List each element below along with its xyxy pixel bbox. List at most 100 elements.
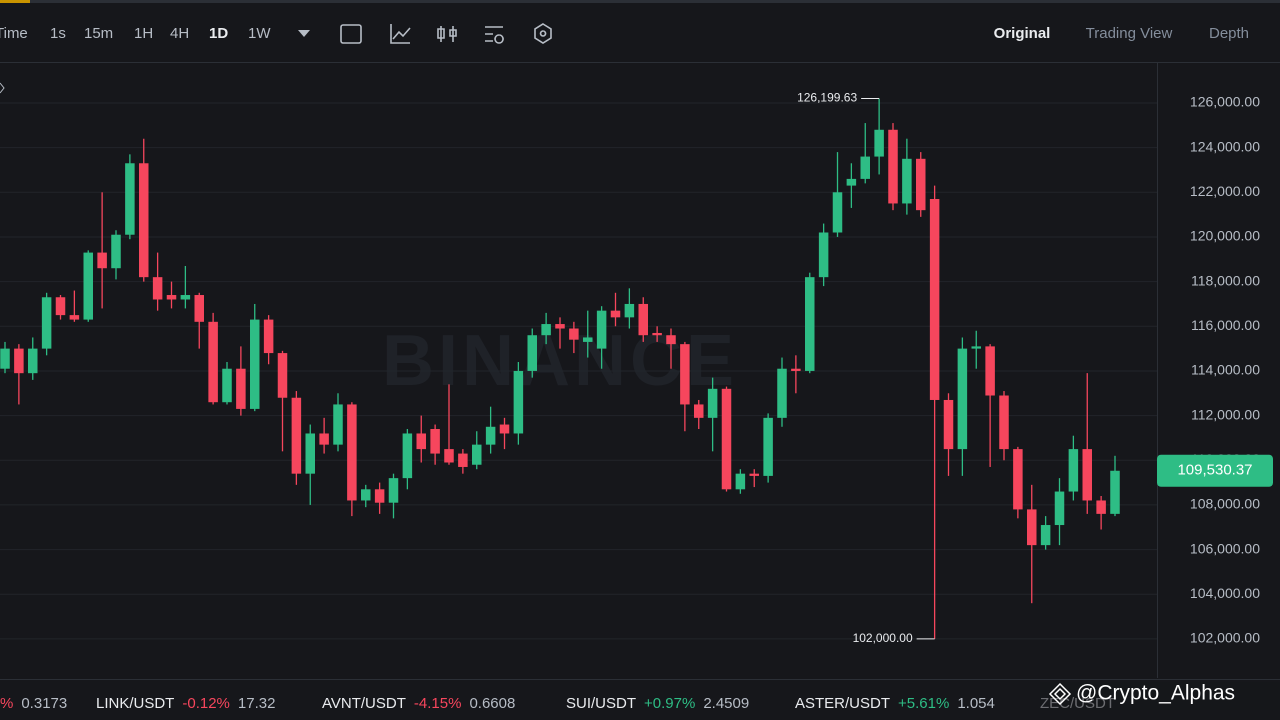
candle-body xyxy=(263,319,274,354)
top-border xyxy=(0,0,1280,3)
credit-backdrop xyxy=(1040,682,1280,710)
candle-body xyxy=(652,332,662,336)
ticker-symbol: ASTER/USDT xyxy=(795,695,890,712)
y-tick-label: 104,000.00 xyxy=(1190,585,1260,601)
candle-body xyxy=(957,348,968,450)
replay-icon[interactable] xyxy=(340,24,362,44)
candle-body xyxy=(125,163,135,235)
ticker-change: % xyxy=(0,695,13,712)
interval-dropdown[interactable] xyxy=(298,30,310,37)
candle-body xyxy=(485,426,496,445)
collapse-arrow[interactable] xyxy=(0,82,5,94)
candle-body xyxy=(472,444,482,465)
chart-type-icon[interactable] xyxy=(437,26,457,42)
candle-body xyxy=(791,368,801,371)
candle-body xyxy=(111,234,121,269)
candle-body xyxy=(1096,500,1106,514)
candle-body xyxy=(139,163,149,278)
candle-body xyxy=(0,348,10,369)
candle-body xyxy=(222,368,232,403)
credit: @Crypto_Alphas xyxy=(1076,682,1235,705)
indicator-icon[interactable] xyxy=(390,24,411,44)
credit-logo xyxy=(1048,682,1072,706)
candle-body xyxy=(55,297,66,316)
interval-button[interactable]: 1H xyxy=(134,25,153,42)
y-tick-label: 122,000.00 xyxy=(1190,183,1260,199)
tools-icon[interactable] xyxy=(534,23,552,44)
candle-body xyxy=(1027,509,1037,546)
candle-body xyxy=(902,158,912,204)
y-tick-label: 126,000.00 xyxy=(1190,94,1260,110)
interval-button[interactable]: 4H xyxy=(170,25,189,42)
candle-body xyxy=(277,353,288,398)
y-tick-label: 116,000.00 xyxy=(1191,317,1260,333)
candle-body xyxy=(749,473,759,476)
candle-body xyxy=(291,397,302,474)
candle-body xyxy=(666,335,676,345)
candle-body xyxy=(888,129,898,204)
candle-body xyxy=(929,198,940,400)
ticker-symbol: AVNT/USDT xyxy=(322,695,406,712)
y-tick-label: 120,000.00 xyxy=(1190,228,1260,244)
view-tab[interactable]: Trading View xyxy=(1086,25,1173,42)
candle-body xyxy=(97,252,107,269)
ticker-change: +5.61% xyxy=(898,695,949,712)
candle-body xyxy=(596,310,607,349)
interval-button[interactable]: Time xyxy=(0,25,28,42)
candle-body xyxy=(874,129,884,157)
candle-body xyxy=(999,395,1009,450)
candle-body xyxy=(818,232,829,278)
top-accent xyxy=(0,0,30,3)
interval-button[interactable]: 15m xyxy=(84,25,113,42)
interval-button[interactable]: 1W xyxy=(248,25,271,42)
candle-body xyxy=(569,328,579,340)
candle-body xyxy=(971,346,981,349)
y-tick-label: 102,000.00 xyxy=(1190,630,1260,646)
candle-body xyxy=(638,303,648,336)
ticker-price: 0.3173 xyxy=(21,695,67,712)
low-label: 102,000.00 xyxy=(853,631,913,645)
candle-body xyxy=(513,370,524,434)
candle-body xyxy=(388,478,399,503)
candle-body xyxy=(721,388,732,490)
candle-body xyxy=(763,417,773,476)
candle-body xyxy=(152,277,163,300)
toolbar-icons xyxy=(340,23,552,44)
candle-body xyxy=(166,295,177,300)
candle-body xyxy=(1040,525,1051,546)
settings-icon[interactable] xyxy=(485,26,504,44)
ticker-change: -4.15% xyxy=(414,695,462,712)
interval-button[interactable]: 1D xyxy=(209,25,228,42)
candle-body xyxy=(402,433,413,479)
candle-body xyxy=(347,404,357,501)
y-tick-label: 108,000.00 xyxy=(1190,496,1260,512)
candle-body xyxy=(430,429,440,454)
candle-body xyxy=(374,489,385,503)
candle-body xyxy=(28,348,38,374)
candle-body xyxy=(208,321,218,403)
watermark: BINANCE xyxy=(382,321,738,401)
candle-body xyxy=(361,489,371,501)
candle-body xyxy=(250,319,260,409)
candle-body xyxy=(41,297,52,349)
candle-body xyxy=(527,335,537,371)
candle-body xyxy=(985,346,995,396)
y-tick-label: 114,000.00 xyxy=(1191,362,1260,378)
candle-body xyxy=(1082,449,1092,501)
candle-body xyxy=(943,399,954,450)
ticker-price: 1.054 xyxy=(957,695,995,712)
candle-body xyxy=(805,277,815,371)
candle-body xyxy=(444,449,454,463)
candle-body xyxy=(1013,449,1023,510)
interval-button[interactable]: 1s xyxy=(50,25,66,42)
ticker-symbol: LINK/USDT xyxy=(96,695,174,712)
candle-body xyxy=(916,158,926,211)
ticker-change: -0.12% xyxy=(182,695,230,712)
high-label: 126,199.63 xyxy=(797,91,857,105)
candle-body xyxy=(735,473,746,490)
candle-body xyxy=(458,453,468,467)
view-tab[interactable]: Depth xyxy=(1209,25,1249,42)
view-tab[interactable]: Original xyxy=(994,25,1051,42)
ticker-price: 0.6608 xyxy=(469,695,515,712)
